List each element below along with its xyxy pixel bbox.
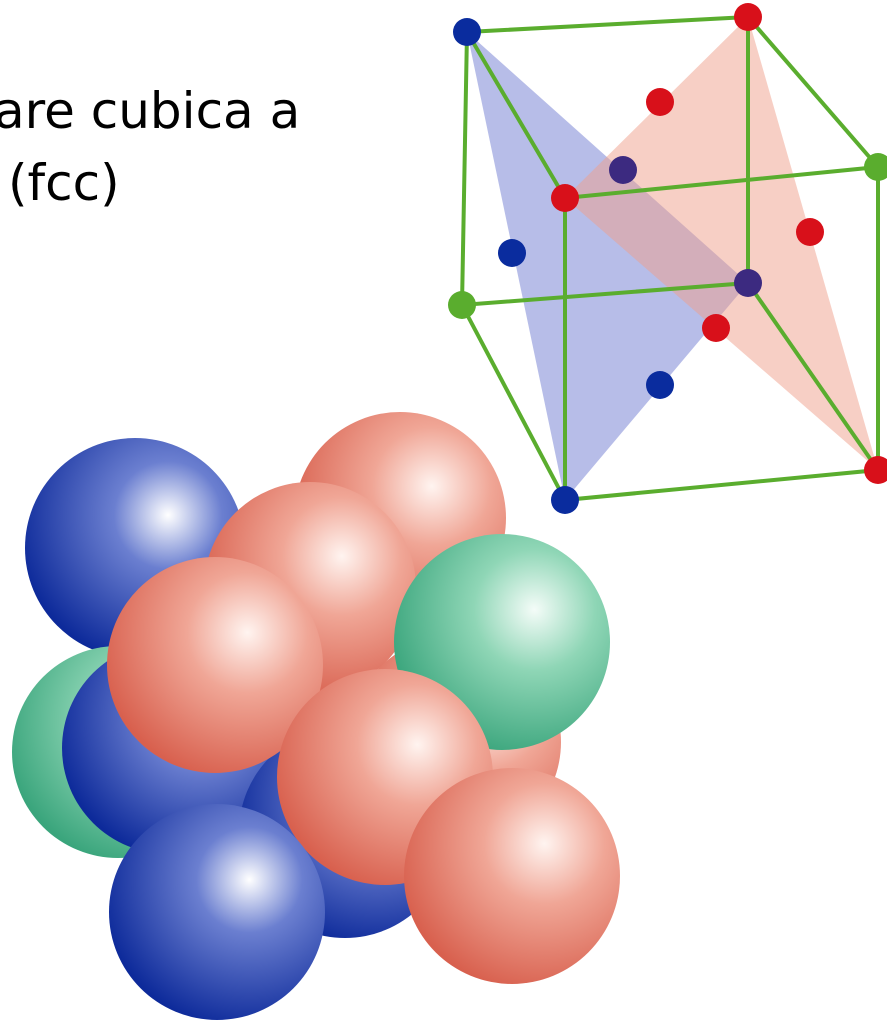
sphere-packing bbox=[12, 412, 620, 1020]
unit-cell bbox=[448, 3, 887, 514]
title-line-2: (fcc) bbox=[8, 154, 120, 212]
atoms bbox=[448, 3, 887, 514]
title-line-1: are cubica a bbox=[0, 82, 300, 140]
